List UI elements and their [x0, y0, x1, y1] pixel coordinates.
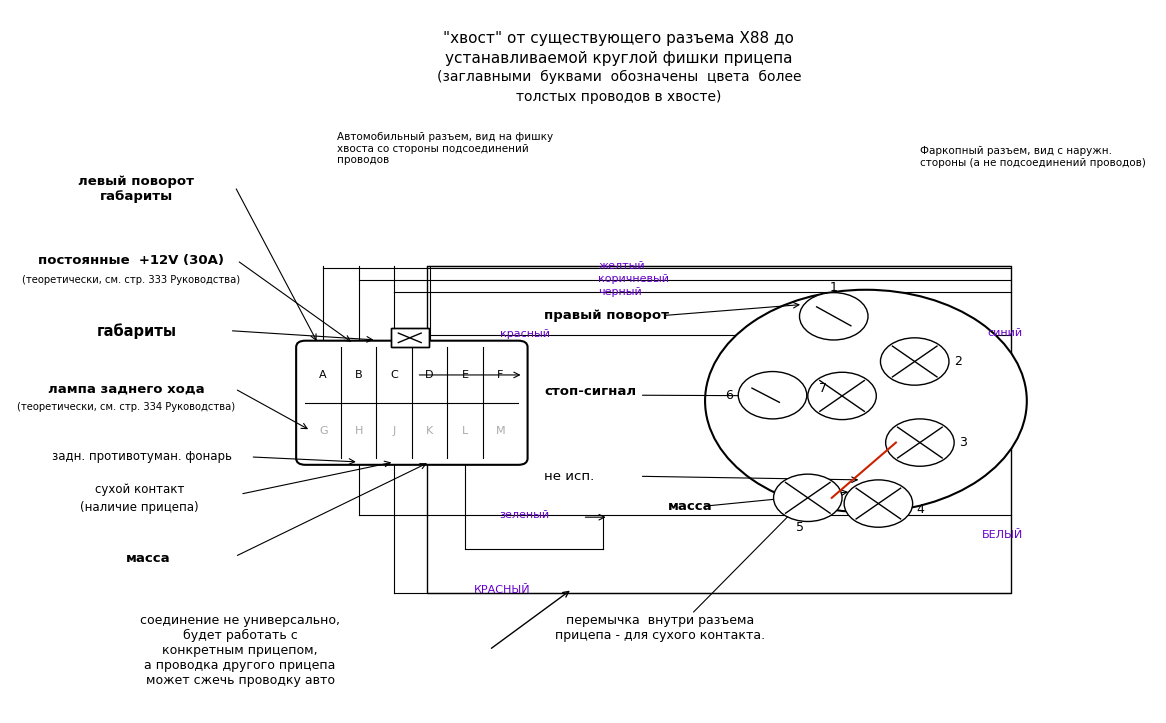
Text: синий: синий: [988, 328, 1023, 338]
Text: G: G: [319, 426, 328, 435]
Text: H: H: [354, 426, 363, 435]
FancyBboxPatch shape: [296, 341, 527, 465]
Text: J: J: [393, 426, 395, 435]
Text: Фаркопный разъем, вид с наружн.
стороны (а не подсоединений проводов): Фаркопный разъем, вид с наружн. стороны …: [920, 146, 1146, 168]
Text: L: L: [462, 426, 469, 435]
Text: стоп-сигнал: стоп-сигнал: [545, 385, 637, 398]
Text: габариты: габариты: [97, 322, 176, 338]
Circle shape: [886, 419, 954, 466]
Text: E: E: [462, 370, 469, 380]
Bar: [427, 266, 1011, 593]
Text: 7: 7: [820, 382, 828, 395]
Text: масса: масса: [668, 500, 712, 513]
Text: левый поворот
габариты: левый поворот габариты: [78, 175, 195, 203]
Text: (теоретически, см. стр. 333 Руководства): (теоретически, см. стр. 333 Руководства): [22, 275, 240, 285]
Circle shape: [808, 372, 877, 419]
Text: не исп.: не исп.: [545, 470, 595, 483]
Text: черный: черный: [598, 287, 642, 297]
Circle shape: [738, 372, 807, 419]
Text: 6: 6: [725, 389, 733, 402]
Bar: [391, 328, 429, 347]
Text: A: A: [319, 370, 326, 380]
Bar: [391, 328, 429, 347]
Text: толстых проводов в хвосте): толстых проводов в хвосте): [517, 90, 722, 103]
Text: постоянные  +12V (30A): постоянные +12V (30A): [38, 254, 224, 267]
Circle shape: [800, 293, 868, 340]
Text: (теоретически, см. стр. 334 Руководства): (теоретически, см. стр. 334 Руководства): [16, 403, 236, 412]
Text: "хвост" от существующего разъема Х88 до: "хвост" от существующего разъема Х88 до: [443, 32, 794, 46]
Text: 1: 1: [830, 281, 837, 294]
Text: коричневый: коричневый: [598, 274, 669, 284]
Text: (наличие прицепа): (наличие прицепа): [80, 500, 198, 513]
Text: задн. противотуман. фонарь: задн. противотуман. фонарь: [51, 450, 232, 463]
Text: масса: масса: [126, 552, 170, 565]
Text: красный: красный: [499, 329, 549, 339]
Text: B: B: [354, 370, 363, 380]
Text: правый поворот: правый поворот: [545, 309, 669, 322]
Text: 4: 4: [916, 502, 923, 515]
Text: зеленый: зеленый: [499, 510, 549, 520]
Text: сухой контакт: сухой контакт: [94, 483, 184, 496]
Text: M: M: [496, 426, 505, 435]
Circle shape: [705, 290, 1027, 512]
Text: лампа заднего хода: лампа заднего хода: [48, 382, 204, 395]
Text: 5: 5: [795, 521, 803, 534]
Circle shape: [773, 474, 842, 521]
Text: КРАСНЫЙ: КРАСНЫЙ: [473, 585, 531, 594]
Text: F: F: [498, 370, 504, 380]
Text: желтый: желтый: [598, 261, 645, 271]
Text: (заглавными  буквами  обозначены  цвета  более: (заглавными буквами обозначены цвета бол…: [437, 70, 801, 85]
Text: 2: 2: [954, 355, 962, 368]
Circle shape: [880, 338, 949, 385]
Text: БЕЛЫЙ: БЕЛЫЙ: [982, 530, 1024, 540]
Circle shape: [844, 480, 913, 527]
Text: устанавливаемой круглой фишки прицепа: устанавливаемой круглой фишки прицепа: [445, 51, 793, 66]
Text: K: K: [426, 426, 434, 435]
Text: C: C: [391, 370, 398, 380]
Text: перемычка  внутри разъема
прицепа - для сухого контакта.: перемычка внутри разъема прицепа - для с…: [555, 614, 766, 642]
Text: соединение не универсально,
будет работать с
конкретным прицепом,
а проводка дру: соединение не универсально, будет работа…: [140, 614, 340, 687]
Text: D: D: [426, 370, 434, 380]
Text: 3: 3: [960, 436, 968, 449]
Text: Автомобильный разъем, вид на фишку
хвоста со стороны подсоединений
проводов: Автомобильный разъем, вид на фишку хвост…: [337, 132, 553, 165]
